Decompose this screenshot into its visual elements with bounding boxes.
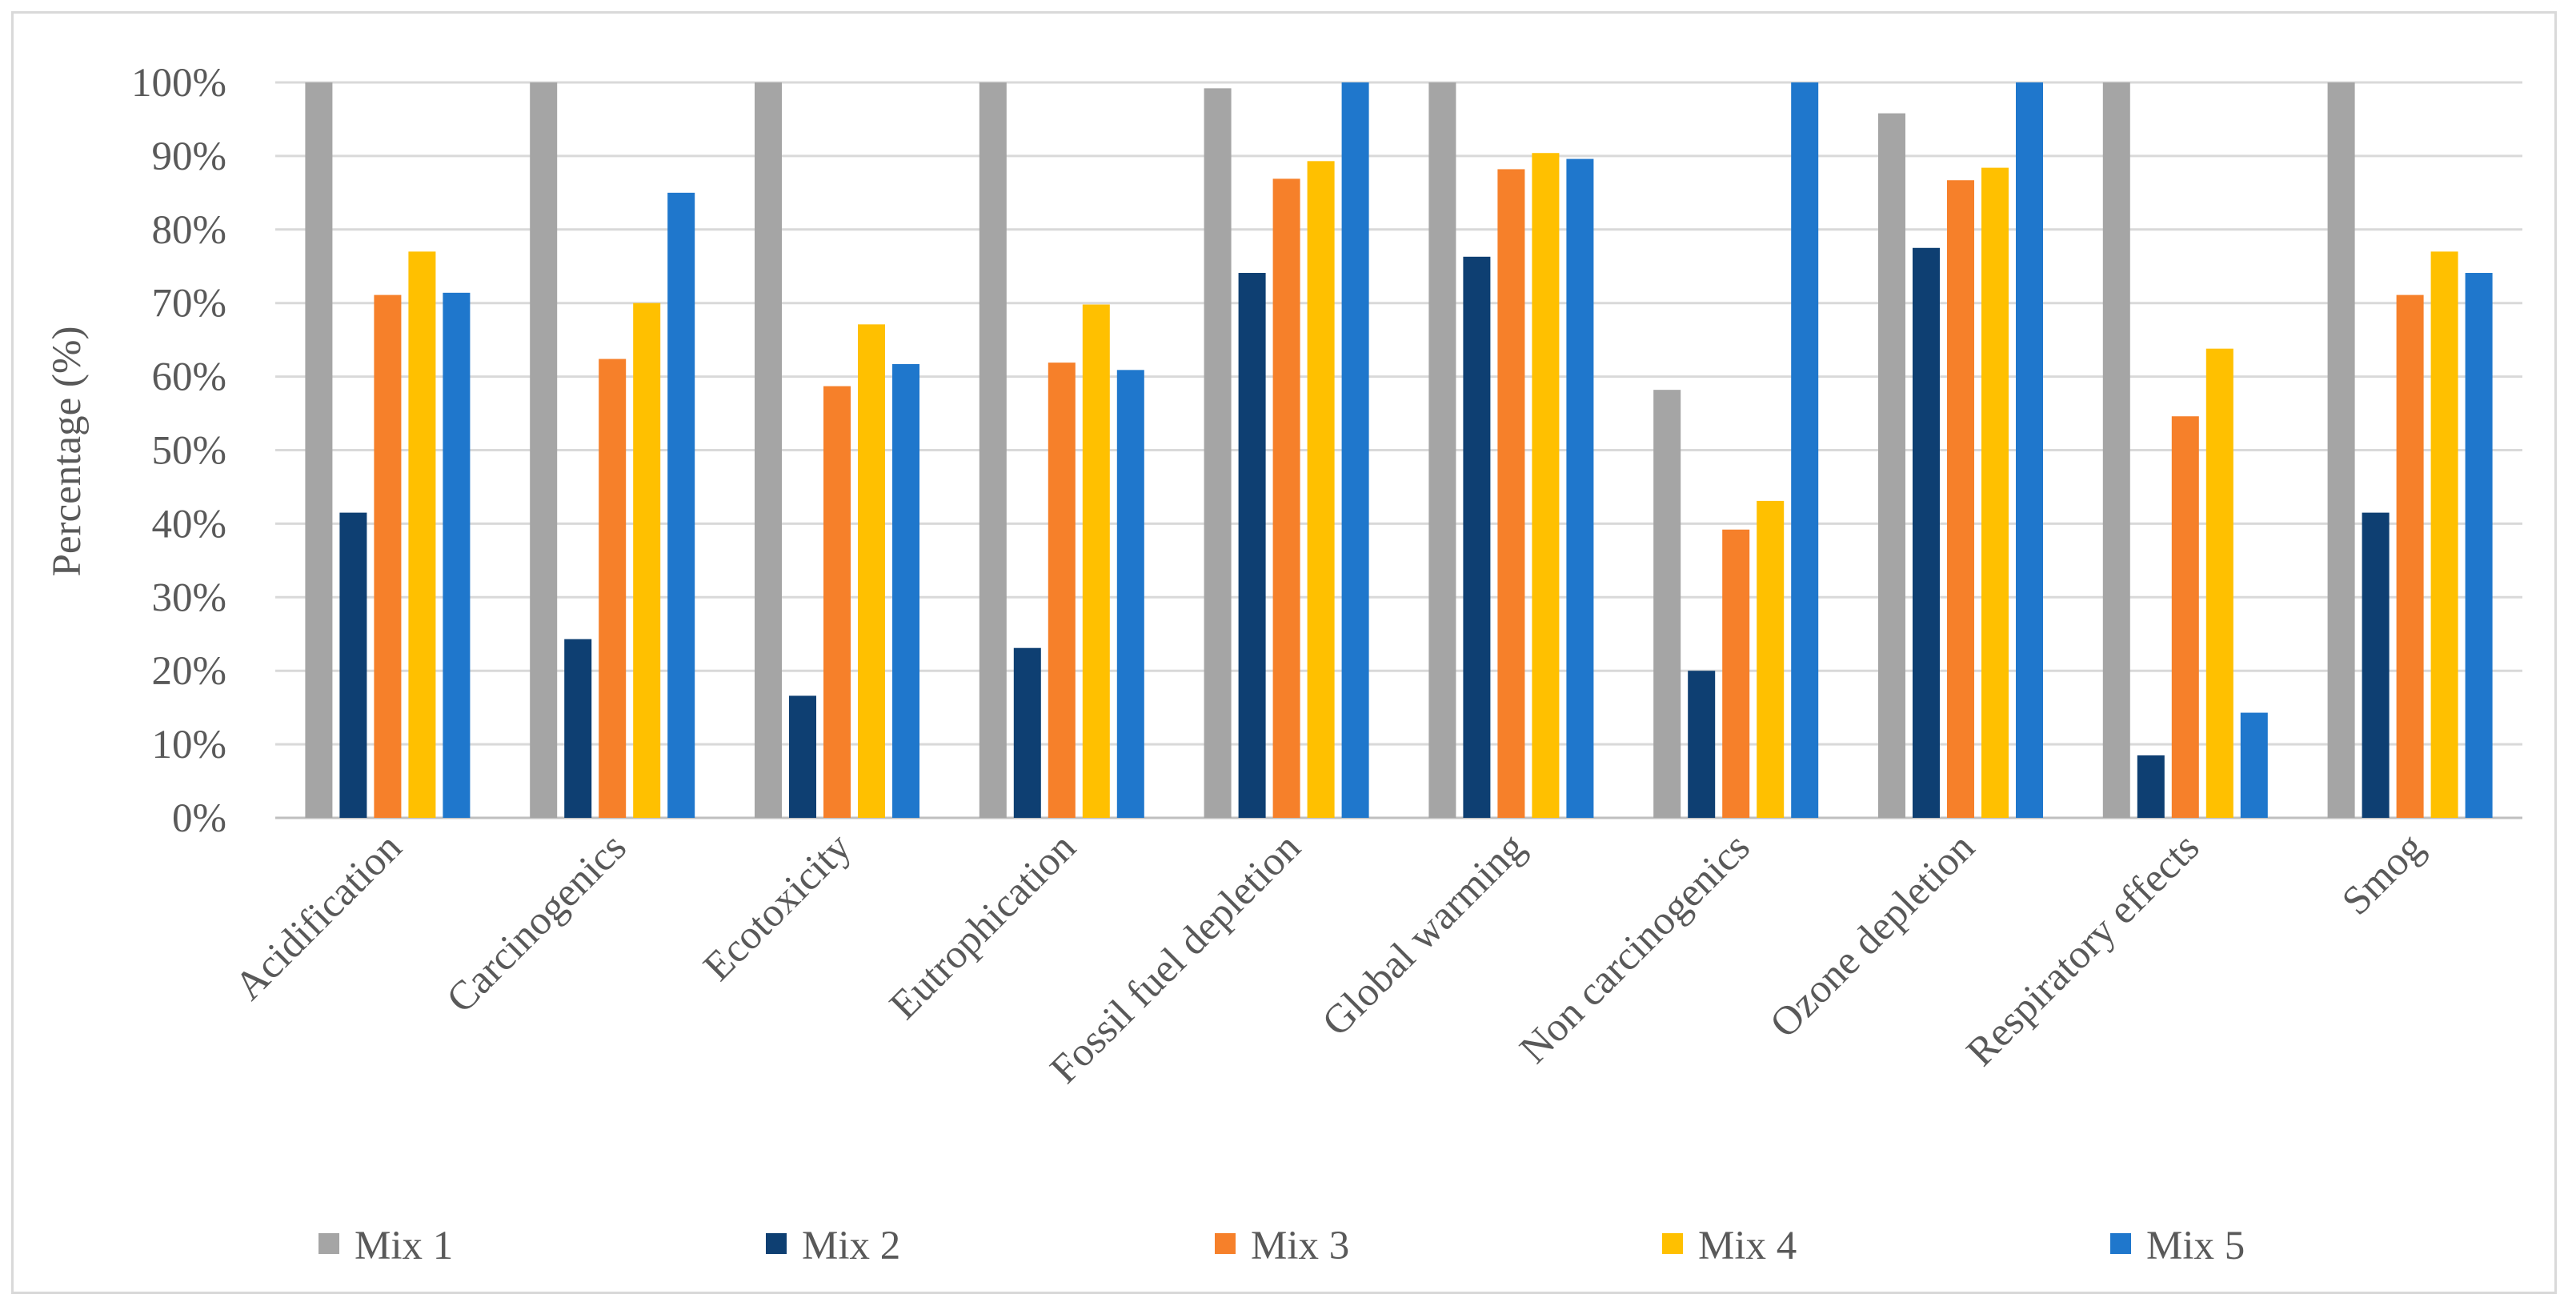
bar-mix-3 [599, 359, 627, 818]
bar-mix-5 [2240, 712, 2268, 818]
y-tick-label: 20% [152, 649, 226, 694]
bar-mix-3 [1272, 178, 1300, 819]
y-tick-label: 100% [131, 61, 226, 106]
bar-mix-3 [1722, 529, 1750, 818]
bar-mix-1 [755, 82, 782, 818]
bars [305, 82, 2493, 819]
y-tick-label: 10% [152, 723, 226, 767]
y-tick-label: 70% [152, 282, 226, 326]
y-tick-label: 60% [152, 355, 226, 400]
bar-mix-2 [339, 512, 367, 818]
y-tick-label: 30% [152, 575, 226, 620]
x-category-label: Acidification [226, 825, 411, 1009]
bar-mix-5 [1791, 82, 1819, 818]
bar-mix-3 [2171, 416, 2199, 818]
x-category-label: Carcinogenics [439, 825, 635, 1022]
bar-mix-5 [2465, 273, 2493, 818]
bar-mix-5 [892, 363, 919, 818]
bar-mix-2 [2362, 512, 2390, 818]
bar-mix-4 [858, 324, 885, 818]
bar-mix-4 [1757, 500, 1785, 818]
bar-mix-3 [374, 294, 402, 818]
x-category-label: Ozone depletion [1762, 825, 1984, 1047]
bar-mix-2 [2137, 755, 2165, 818]
x-category-label: Smog [2334, 825, 2433, 924]
bar-mix-2 [789, 695, 816, 818]
bar-mix-2 [1463, 256, 1491, 819]
legend-swatch [1215, 1233, 1236, 1254]
bar-mix-2 [1688, 671, 1716, 818]
y-tick-label: 0% [172, 796, 226, 841]
legend-label: Mix 3 [1251, 1224, 1349, 1268]
bar-mix-1 [1428, 82, 1456, 818]
bar-mix-2 [1013, 647, 1041, 818]
bar-mix-2 [1238, 273, 1266, 818]
legend-swatch [2110, 1233, 2131, 1254]
legend-swatch [1662, 1233, 1683, 1254]
bar-mix-4 [2430, 251, 2458, 818]
bar-mix-3 [1497, 169, 1525, 818]
bar-mix-1 [979, 82, 1007, 818]
bar-mix-5 [443, 292, 471, 819]
x-category-label: Ecotoxicity [695, 825, 860, 990]
legend-label: Mix 2 [802, 1224, 900, 1268]
legend-swatch [766, 1233, 787, 1254]
bar-mix-1 [1878, 113, 1905, 818]
legend-label: Mix 1 [355, 1224, 453, 1268]
legend: Mix 1 Mix 2 Mix 3 Mix 4 Mix 5 [318, 1224, 2245, 1268]
x-category-label: Global warming [1314, 825, 1534, 1045]
x-category-label: Fossil fuel depletion [1042, 825, 1309, 1092]
bar-mix-3 [2396, 294, 2424, 818]
legend-label: Mix 5 [2146, 1224, 2245, 1268]
bar-mix-4 [2205, 348, 2233, 819]
bar-mix-1 [2327, 82, 2355, 818]
bar-mix-4 [1532, 153, 1560, 818]
y-axis-tick-labels: 0% 10% 20% 30% 40% 50% 60% 70% 80% 90% 100% [131, 61, 226, 841]
bar-mix-2 [1913, 247, 1940, 818]
bar-mix-2 [564, 639, 592, 818]
bar-mix-5 [1341, 82, 1369, 818]
bar-mix-3 [1947, 180, 1974, 819]
y-tick-label: 40% [152, 502, 226, 547]
legend-swatch [318, 1233, 339, 1254]
x-category-label: Non carcinogenics [1512, 825, 1759, 1072]
bar-mix-4 [408, 251, 436, 818]
bar-mix-1 [1204, 88, 1232, 819]
x-axis-category-labels: Acidification Carcinogenics Ecotoxicity Eut… [226, 825, 2433, 1092]
y-tick-label: 90% [152, 134, 226, 179]
bar-mix-5 [1566, 158, 1594, 819]
x-category-label: Respiratory effects [1958, 825, 2208, 1075]
bar-mix-5 [2016, 82, 2043, 818]
y-tick-label: 80% [152, 208, 226, 253]
bar-mix-1 [305, 82, 333, 818]
bar-mix-1 [1653, 390, 1681, 819]
legend-label: Mix 4 [1698, 1224, 1797, 1268]
y-tick-label: 50% [152, 429, 226, 474]
bar-mix-4 [1082, 304, 1110, 819]
bar-mix-5 [667, 192, 695, 819]
bar-mix-4 [1307, 161, 1335, 818]
bar-mix-4 [1981, 167, 2009, 818]
bar-mix-1 [2102, 82, 2130, 818]
bar-mix-3 [1048, 363, 1076, 818]
bar-mix-4 [633, 302, 661, 818]
bar-mix-3 [823, 386, 851, 818]
bar-mix-5 [1116, 370, 1144, 819]
x-category-label: Eutrophication [881, 825, 1084, 1028]
y-axis-title: Percentage (%) [45, 326, 90, 577]
bar-mix-1 [530, 82, 558, 818]
